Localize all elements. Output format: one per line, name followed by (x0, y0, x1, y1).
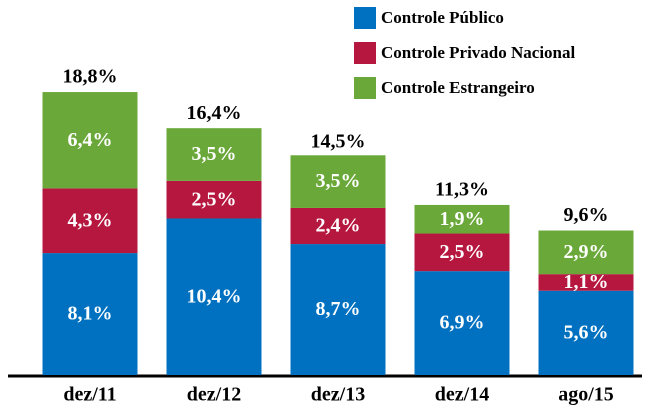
x-tick-label: dez/12 (187, 384, 241, 406)
x-tick-label: dez/14 (435, 384, 489, 406)
data-label: 4,3% (68, 209, 113, 231)
data-label: 6,4% (68, 129, 113, 151)
total-label: 18,8% (63, 66, 118, 88)
bar-segment (42, 188, 138, 254)
legend-label: Controle Público (381, 8, 504, 27)
bar-segment (42, 253, 138, 375)
data-label: 5,6% (564, 321, 609, 343)
bar-segment (414, 271, 510, 375)
legend-swatch (354, 77, 376, 99)
bar-segment (538, 274, 634, 291)
data-label: 1,1% (564, 271, 609, 293)
legend-label: Controle Estrangeiro (381, 78, 535, 97)
bar-segment (538, 230, 634, 275)
legend-label: Controle Privado Nacional (381, 43, 576, 62)
bar-segment (166, 218, 262, 375)
data-label: 8,7% (316, 298, 361, 320)
x-tick-label: ago/15 (558, 384, 614, 406)
x-tick-label: dez/11 (63, 384, 116, 406)
bar-segment (42, 92, 138, 189)
data-label: 8,1% (68, 303, 113, 325)
data-label: 1,9% (440, 208, 485, 230)
bar-segment (290, 155, 386, 208)
data-label: 2,9% (564, 241, 609, 263)
data-label: 2,5% (440, 241, 485, 263)
bar-segment (538, 290, 634, 375)
bar-segment (290, 207, 386, 245)
data-label: 6,9% (440, 312, 485, 334)
data-label: 2,4% (316, 215, 361, 237)
legend-swatch (354, 42, 376, 64)
data-label: 3,5% (192, 143, 237, 165)
total-label: 14,5% (311, 130, 366, 152)
bar-segment (414, 233, 510, 272)
data-label: 2,5% (192, 188, 237, 210)
bar-segment (166, 128, 262, 181)
bar-segment (166, 180, 262, 219)
bar-segment (414, 204, 510, 234)
total-label: 11,3% (435, 179, 489, 201)
data-label: 3,5% (316, 170, 361, 192)
x-tick-label: dez/13 (311, 384, 365, 406)
legend-swatch (354, 7, 376, 29)
data-label: 10,4% (187, 285, 242, 307)
total-label: 9,6% (564, 204, 609, 226)
total-label: 16,4% (187, 102, 242, 124)
bar-segment (290, 244, 386, 375)
